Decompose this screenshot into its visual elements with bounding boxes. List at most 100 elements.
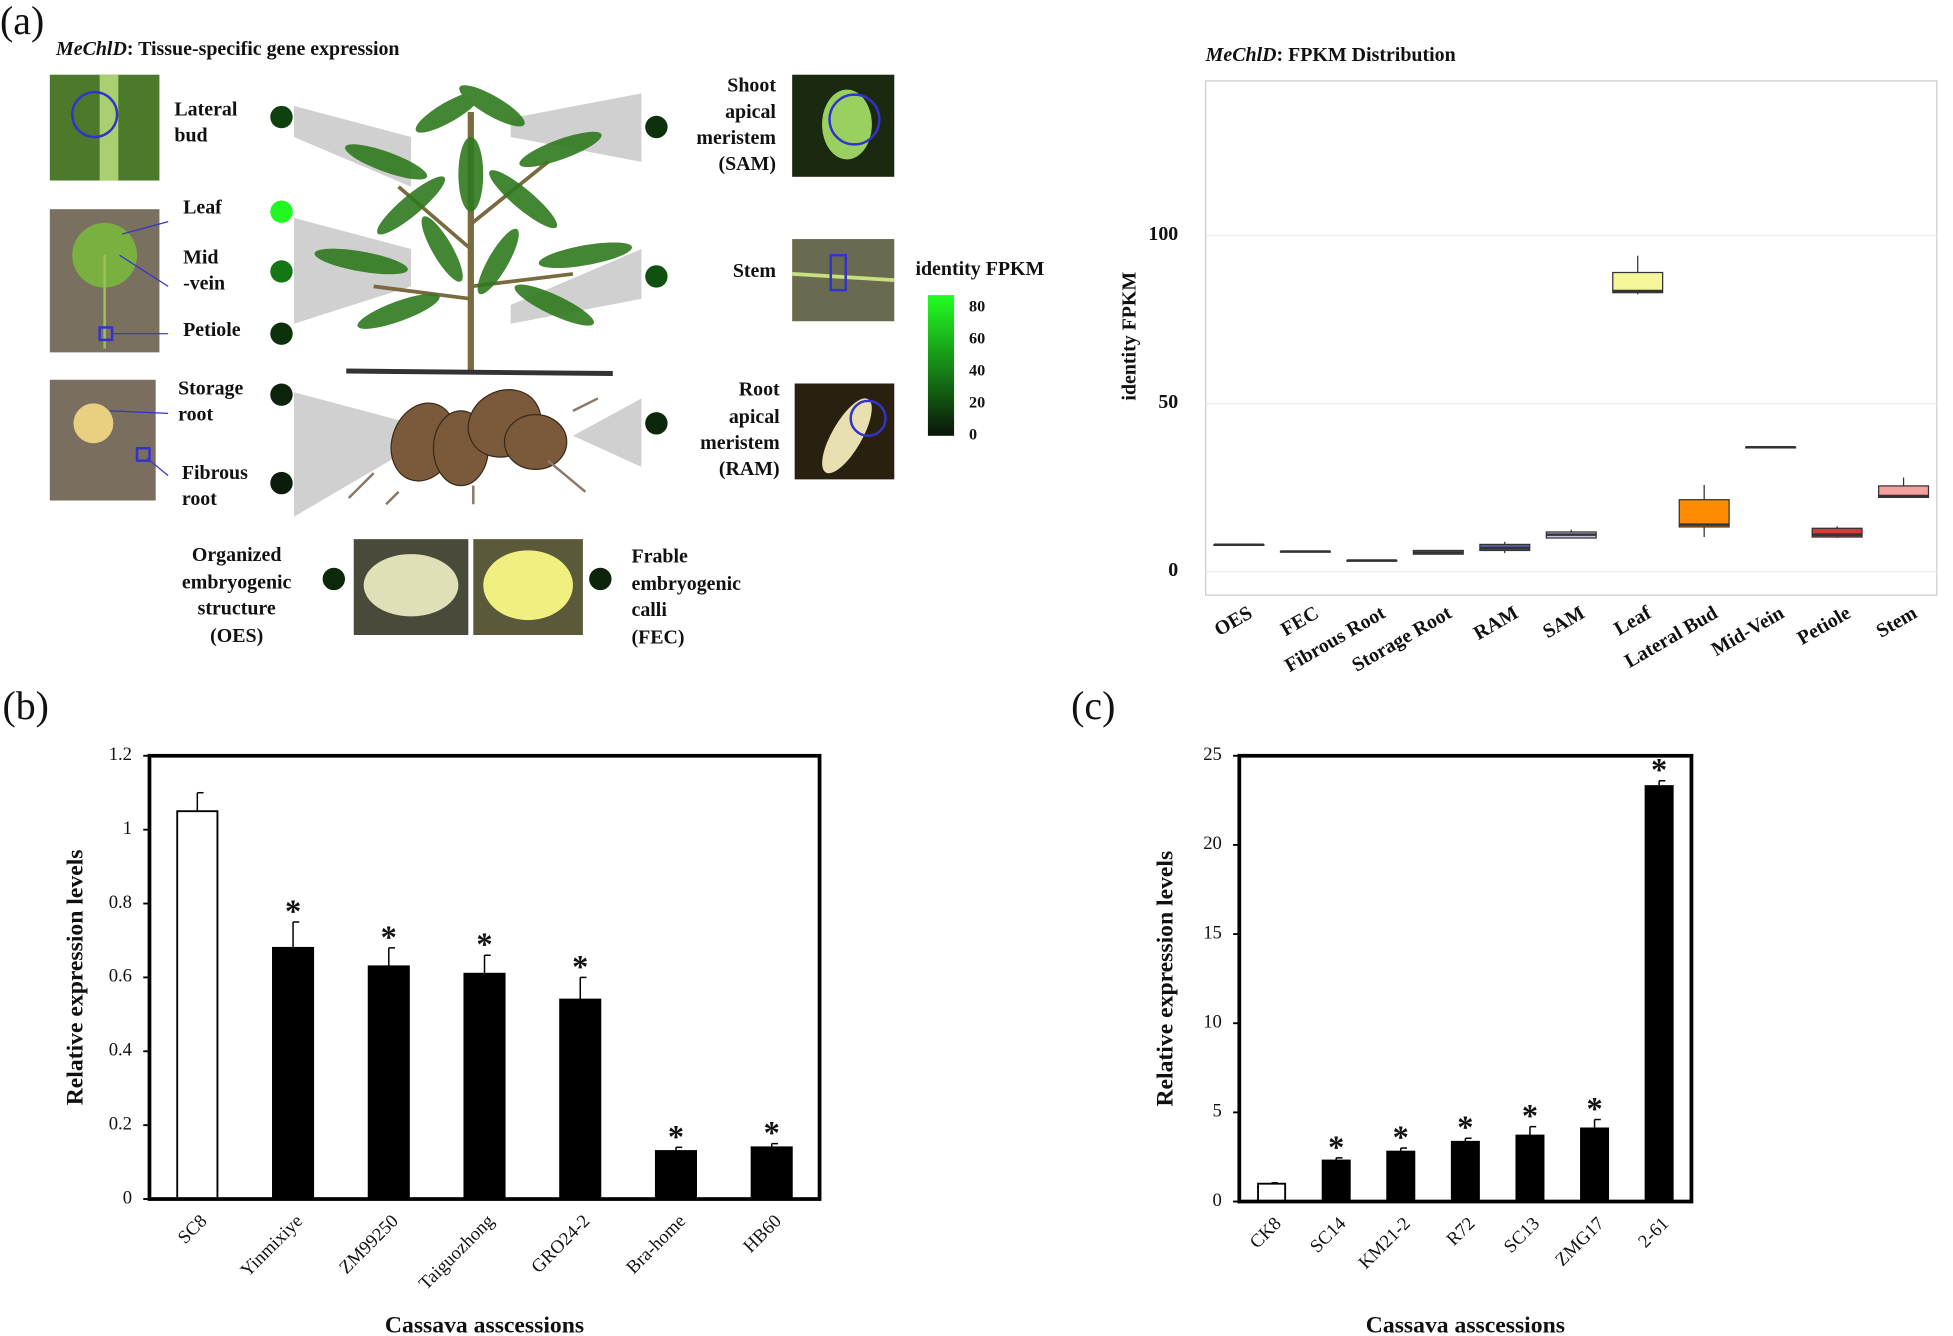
y-tick-label: 15 bbox=[1203, 922, 1222, 943]
x-tick-label: SC13 bbox=[1500, 1213, 1544, 1257]
bar bbox=[1257, 1182, 1287, 1203]
panel-label: (c) bbox=[1071, 683, 1115, 728]
tissue-label: meristem bbox=[700, 432, 780, 454]
tissue-label: calli bbox=[631, 599, 667, 621]
box bbox=[1612, 271, 1664, 294]
tissue-label: embryogenic bbox=[182, 572, 292, 594]
panel-label: (b) bbox=[2, 683, 48, 728]
x-tick-label: Mid-Vein bbox=[1708, 602, 1788, 661]
x-tick-label: 2-61 bbox=[1634, 1213, 1673, 1252]
x-tick-label: CK8 bbox=[1246, 1213, 1286, 1253]
legend-title: identity FPKM bbox=[915, 258, 1044, 280]
significance-mark: * bbox=[285, 894, 301, 930]
x-tick-label: ZM99250 bbox=[335, 1211, 403, 1279]
plot-frame bbox=[147, 753, 822, 1201]
bar bbox=[1580, 1127, 1610, 1203]
tissue-label: apical bbox=[725, 101, 776, 123]
tissue-label: structure bbox=[198, 598, 276, 620]
legend-tick-label: 0 bbox=[969, 427, 977, 444]
y-tick-label: 50 bbox=[1158, 391, 1178, 413]
legend-tick-label: 40 bbox=[969, 363, 985, 380]
significance-mark: * bbox=[1651, 753, 1667, 789]
tissue-label: (FEC) bbox=[631, 626, 684, 648]
significance-mark: * bbox=[1328, 1130, 1344, 1166]
tissue-label: Frable bbox=[631, 545, 688, 567]
significance-mark: * bbox=[764, 1116, 780, 1152]
bar bbox=[1450, 1140, 1480, 1203]
expression-dot bbox=[322, 567, 346, 591]
significance-mark: * bbox=[1586, 1091, 1602, 1127]
bar bbox=[559, 998, 602, 1200]
legend-tick-label: 80 bbox=[969, 299, 985, 316]
x-axis-title: Cassava asscessions bbox=[385, 1313, 584, 1336]
y-tick-label: 5 bbox=[1213, 1101, 1222, 1122]
tissue-label: -vein bbox=[183, 273, 225, 295]
expression-dot bbox=[270, 105, 293, 129]
x-tick-label: SAM bbox=[1539, 602, 1589, 643]
bar bbox=[1644, 785, 1674, 1203]
box bbox=[1811, 527, 1863, 538]
bar bbox=[1321, 1159, 1351, 1203]
y-tick-label: 10 bbox=[1203, 1012, 1222, 1033]
box bbox=[1878, 485, 1930, 498]
tissue-label: (OES) bbox=[210, 625, 263, 647]
y-tick-label: 0 bbox=[123, 1187, 132, 1208]
y-tick-label: 25 bbox=[1203, 744, 1222, 765]
y-axis-title: Relative expression levels bbox=[63, 850, 89, 1106]
y-tick-label: 1.2 bbox=[109, 744, 132, 765]
tissue-label: Petiole bbox=[183, 319, 241, 341]
tissue-label: (SAM) bbox=[718, 153, 776, 175]
bar bbox=[272, 946, 315, 1200]
x-tick-label: Yinmixiye bbox=[237, 1211, 308, 1282]
x-tick-label: HB60 bbox=[739, 1211, 785, 1257]
tissue-label: Shoot bbox=[727, 75, 776, 97]
significance-mark: * bbox=[1457, 1110, 1473, 1146]
expression-dot bbox=[270, 471, 293, 495]
y-tick-label: 0.8 bbox=[109, 892, 132, 913]
x-tick-label: Leaf bbox=[1610, 602, 1655, 641]
significance-mark: * bbox=[381, 920, 397, 956]
y-axis-title: Relative expression levels bbox=[1153, 851, 1179, 1107]
y-tick-label: 0 bbox=[1168, 559, 1178, 581]
bar bbox=[367, 965, 410, 1200]
tissue-label: Mid bbox=[183, 247, 218, 269]
expression-dot bbox=[270, 260, 293, 283]
expression-dot bbox=[589, 567, 612, 591]
tissue-label: Organized bbox=[192, 544, 282, 566]
bar bbox=[1386, 1150, 1416, 1203]
tissue-label: Fibrous bbox=[182, 462, 248, 484]
box bbox=[1678, 499, 1730, 528]
y-tick-label: 1 bbox=[123, 818, 132, 839]
plot-frame bbox=[1237, 753, 1694, 1204]
expression-dot bbox=[645, 115, 668, 139]
tissue-label: Root bbox=[739, 379, 780, 401]
tissue-label: (RAM) bbox=[719, 458, 780, 480]
x-tick-label: Taiguozhong bbox=[415, 1211, 499, 1295]
legend-colorbar bbox=[927, 295, 955, 436]
illustration bbox=[49, 74, 895, 636]
plot-background bbox=[1205, 80, 1938, 596]
tissue-label: Lateral bbox=[174, 98, 237, 120]
bar bbox=[654, 1150, 698, 1200]
y-tick-label: 0 bbox=[1213, 1190, 1222, 1211]
diagram-title: MeChlD: Tissue-specific gene expression bbox=[55, 37, 399, 59]
expression-dot bbox=[270, 383, 293, 406]
tissue-label: bud bbox=[174, 125, 207, 147]
title-rest: : Tissue-specific gene expression bbox=[127, 37, 400, 59]
x-tick-label: GRO24-2 bbox=[527, 1211, 594, 1278]
tissue-label: embryogenic bbox=[631, 573, 741, 595]
significance-mark: * bbox=[1393, 1120, 1409, 1156]
y-axis-title: identity FPKM bbox=[1119, 272, 1141, 401]
tissue-label: root bbox=[182, 488, 217, 510]
tissue-label: root bbox=[178, 403, 213, 425]
panel-label: (a) bbox=[0, 0, 44, 43]
x-tick-label: ZMG17 bbox=[1551, 1213, 1608, 1270]
x-tick-label: SC14 bbox=[1306, 1213, 1351, 1258]
significance-mark: * bbox=[476, 927, 492, 963]
tissue-label: Leaf bbox=[183, 197, 222, 219]
x-axis-title: Cassava asscessions bbox=[1366, 1313, 1565, 1336]
y-tick-label: 20 bbox=[1203, 833, 1222, 854]
x-tick-label: Stem bbox=[1872, 602, 1921, 643]
tissue-label: Stem bbox=[733, 260, 777, 282]
